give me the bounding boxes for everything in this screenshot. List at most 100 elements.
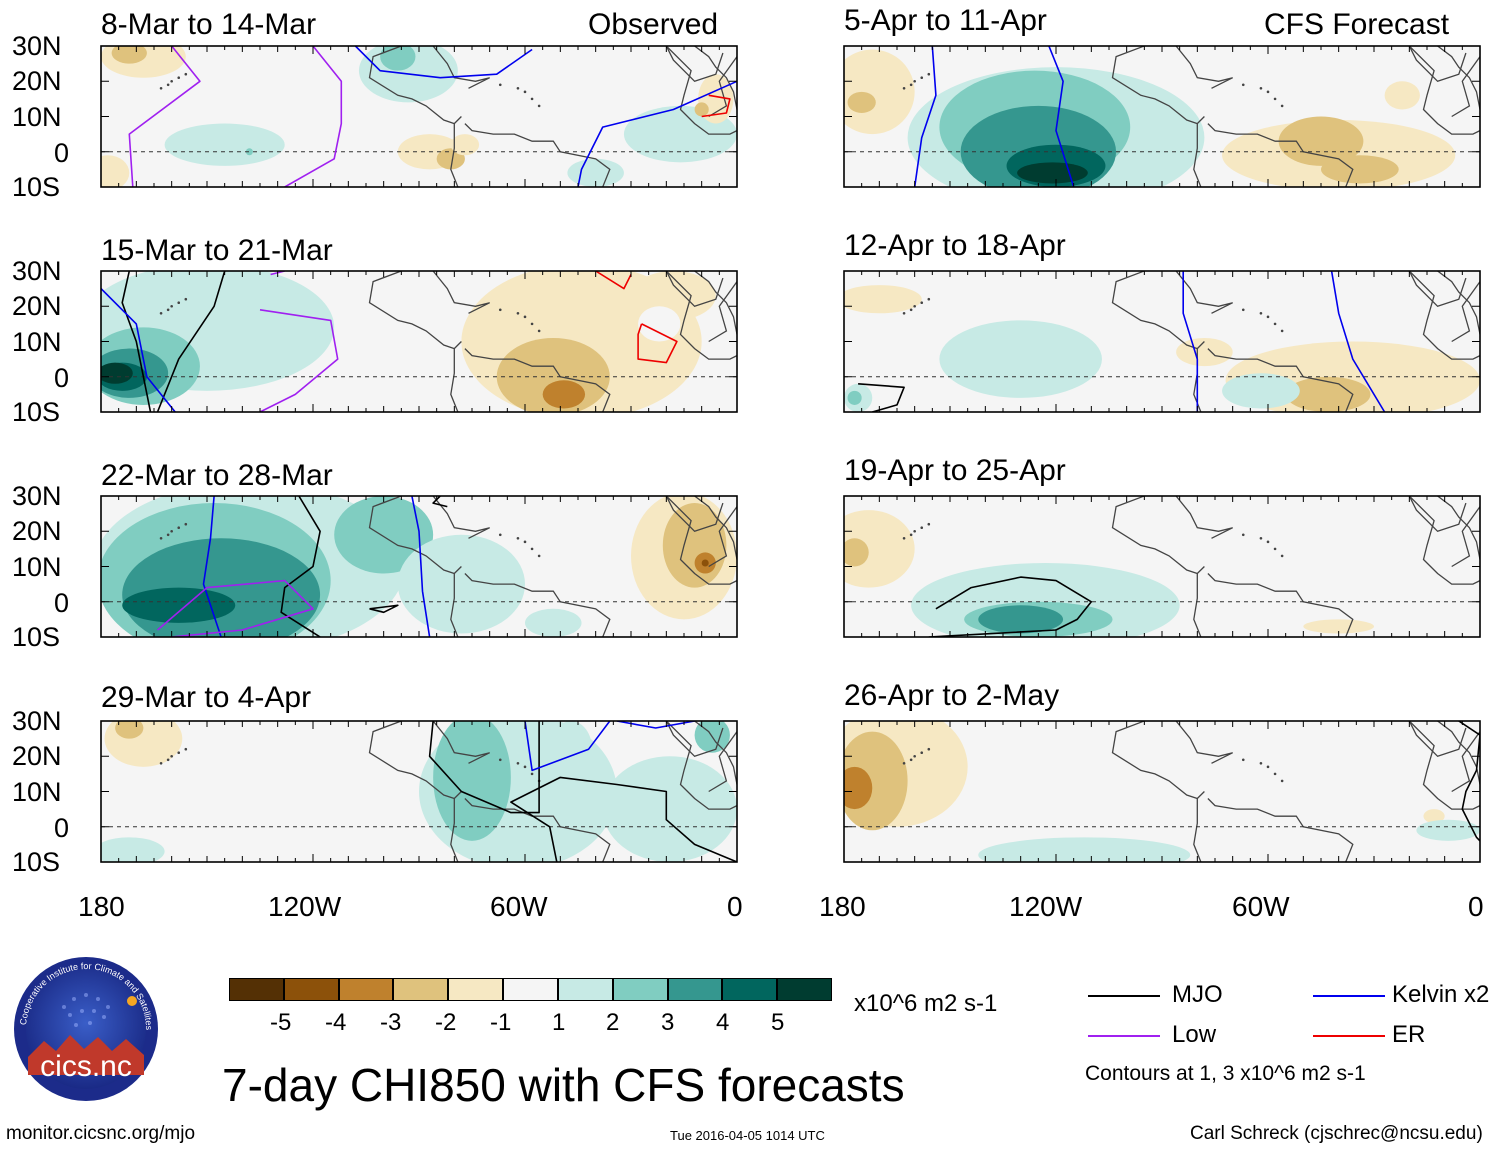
island — [1273, 772, 1277, 776]
lat-label: 10N — [12, 777, 62, 807]
island — [920, 301, 924, 305]
contour-note: Contours at 1, 3 x10^6 m2 s-1 — [1085, 1062, 1366, 1085]
anomaly-shading — [525, 608, 582, 637]
island — [1259, 537, 1263, 540]
panel-title-right-4: 26-Apr to 2-May — [844, 679, 1060, 712]
contour-kel — [202, 496, 222, 637]
island — [1280, 779, 1284, 783]
island — [166, 308, 170, 312]
coastline — [1408, 496, 1480, 585]
coastline — [1207, 123, 1354, 187]
author-credit: Carl Schreck (cjschrec@ncsu.edu) — [1190, 1123, 1483, 1144]
island — [166, 83, 170, 87]
legend-label-low: Low — [1172, 1021, 1217, 1048]
coastline — [432, 46, 490, 89]
panel-title-left-1: 8-Mar to 14-Mar — [101, 8, 317, 41]
contour-kel — [1182, 271, 1199, 412]
coastline — [450, 798, 459, 862]
colorbar-label: -2 — [435, 1009, 457, 1036]
lat-label: 20N — [12, 516, 62, 546]
colorbar-swatch — [722, 978, 778, 1001]
coastline — [450, 348, 459, 412]
island — [166, 533, 170, 537]
coastline — [1175, 271, 1233, 314]
contour-mjo — [510, 776, 737, 862]
legend-label-kelvin: Kelvin x2 — [1392, 981, 1490, 1008]
lat-label: 10S — [12, 172, 61, 202]
lat-label: 0 — [54, 363, 70, 393]
panel-title-right-1: 5-Apr to 11-Apr — [844, 4, 1047, 37]
island — [902, 312, 906, 315]
colorbar-label: -3 — [380, 1009, 402, 1036]
forecast-header: CFS Forecast — [1264, 8, 1450, 41]
coastline — [1408, 46, 1467, 83]
colorbar-swatch — [777, 978, 832, 1001]
island — [537, 104, 541, 108]
lon-label: 0 — [1468, 891, 1484, 922]
island — [516, 312, 520, 315]
coastline — [1175, 46, 1233, 89]
island — [516, 762, 520, 765]
lat-label: 20N — [12, 66, 62, 96]
map-panel — [843, 720, 1481, 863]
map-panel — [100, 495, 738, 638]
contour-kel — [101, 288, 176, 412]
lon-label: 120W — [1009, 891, 1083, 922]
lat-label: 10N — [12, 552, 62, 582]
contour-kel — [1330, 271, 1386, 412]
island — [913, 304, 916, 308]
coastline — [464, 798, 611, 862]
coastline — [432, 496, 490, 539]
coastline — [708, 731, 737, 793]
colorbar-label: -4 — [325, 1009, 347, 1036]
coastline — [694, 271, 737, 335]
lat-label: 30N — [12, 481, 62, 511]
lon-label: 60W — [490, 891, 548, 922]
island — [902, 537, 906, 540]
map-panel — [843, 495, 1481, 638]
panel-title-left-3: 22-Mar to 28-Mar — [101, 459, 333, 492]
lat-label: 0 — [54, 138, 70, 168]
island — [498, 308, 502, 312]
coastline — [450, 123, 459, 187]
colorbar-swatch — [229, 978, 284, 1001]
legend-line-er — [1313, 1035, 1385, 1037]
coastline — [1175, 721, 1233, 764]
island — [523, 765, 527, 769]
anomaly-shading — [844, 510, 915, 588]
lon-label: 180 — [78, 891, 125, 922]
island — [184, 297, 188, 301]
anomaly-shading — [1423, 809, 1445, 824]
coastline — [665, 46, 737, 135]
coastline — [665, 271, 737, 360]
coastline — [1451, 56, 1480, 118]
colorbar-label: 2 — [606, 1009, 620, 1036]
island — [927, 522, 931, 526]
coastline — [665, 721, 724, 758]
island — [170, 529, 173, 533]
coastline — [665, 496, 724, 533]
map-panel — [100, 720, 738, 863]
island — [927, 297, 931, 301]
island — [159, 87, 163, 90]
coastline — [1451, 506, 1480, 568]
island — [909, 533, 913, 537]
island — [913, 529, 916, 533]
site-url[interactable]: monitor.cicsnc.org/mjo — [6, 1123, 196, 1144]
island — [170, 79, 173, 83]
coastline — [1207, 348, 1354, 412]
contour-kel — [913, 46, 937, 187]
anomaly-shading — [1303, 619, 1374, 634]
contour-mjo — [432, 496, 448, 508]
island — [909, 308, 913, 312]
lon-label: 0 — [727, 891, 743, 922]
island — [1273, 97, 1277, 101]
contour-low — [259, 309, 339, 412]
anomaly-shading — [847, 91, 876, 113]
lon-label: 60W — [1232, 891, 1290, 922]
lat-label: 10S — [12, 847, 61, 877]
island — [1280, 329, 1284, 333]
contour-kel — [1048, 46, 1075, 187]
colorbar-swatch — [667, 978, 723, 1001]
